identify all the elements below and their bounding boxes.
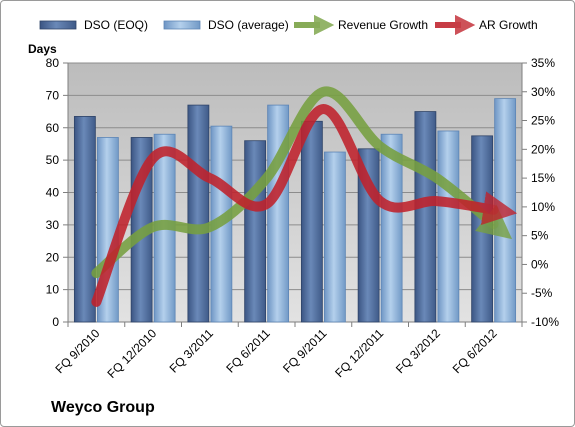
legend-label-dso-eoq: DSO (EOQ) [84, 18, 148, 32]
x-tick-label: FQ 3/2012 [393, 326, 443, 376]
bar-dso-eoq [471, 135, 494, 323]
y-tick-label: 20 [46, 250, 60, 264]
x-tick-label: FQ 9/2010 [53, 326, 103, 376]
bar-dso-average [437, 130, 460, 323]
x-tick-label: FQ 12/2010 [105, 326, 160, 381]
x-tick-label: FQ 6/2012 [450, 326, 500, 376]
bar-dso-eoq [187, 104, 210, 323]
line-ar-growth [91, 104, 518, 307]
x-tick-label: FQ 3/2011 [167, 326, 217, 376]
y2-tick-label: 20% [531, 142, 555, 156]
bar-dso-average [323, 151, 346, 323]
y-tick-label: 50 [46, 153, 60, 167]
y-tick-label: 30 [46, 218, 60, 232]
legend-swatch-dso-average [163, 20, 201, 30]
y-axis-label: Days [28, 42, 57, 56]
y2-tick-label: 25% [531, 114, 555, 128]
x-tick-label: FQ 6/2011 [223, 326, 273, 376]
y-tick-label: 40 [46, 186, 60, 200]
y2-tick-label: 35% [531, 56, 555, 70]
y2-tick-label: 0% [531, 257, 549, 271]
y2-tick-label: 30% [531, 85, 555, 99]
legend-label-revenue-growth: Revenue Growth [338, 18, 428, 32]
y-tick-label: 80 [46, 56, 60, 70]
y-tick-label: 70 [46, 88, 60, 102]
x-tick-label: FQ 12/2011 [332, 326, 386, 380]
line-revenue-growth [91, 86, 513, 279]
x-tick-label: FQ 9/2011 [280, 326, 330, 376]
bar-dso-eoq [414, 111, 437, 323]
bar-dso-average [380, 133, 403, 323]
legend-label-dso-average: DSO (average) [208, 18, 289, 32]
y-tick-label: 60 [46, 121, 60, 135]
y2-tick-label: -10% [531, 315, 559, 329]
y-tick-label: 10 [46, 283, 60, 297]
y2-tick-label: 10% [531, 200, 555, 214]
bar-dso-eoq [244, 140, 267, 323]
y2-tick-label: 15% [531, 171, 555, 185]
legend-label-ar-growth: AR Growth [479, 18, 538, 32]
y2-tick-label: -5% [531, 286, 553, 300]
bar-dso-eoq [73, 116, 96, 323]
y-tick-label: 0 [52, 315, 59, 329]
y2-tick-label: 5% [531, 229, 549, 243]
bar-dso-eoq [300, 120, 323, 323]
company-label: Weyco Group [51, 399, 155, 416]
legend-swatch-dso-eoq [39, 20, 77, 30]
